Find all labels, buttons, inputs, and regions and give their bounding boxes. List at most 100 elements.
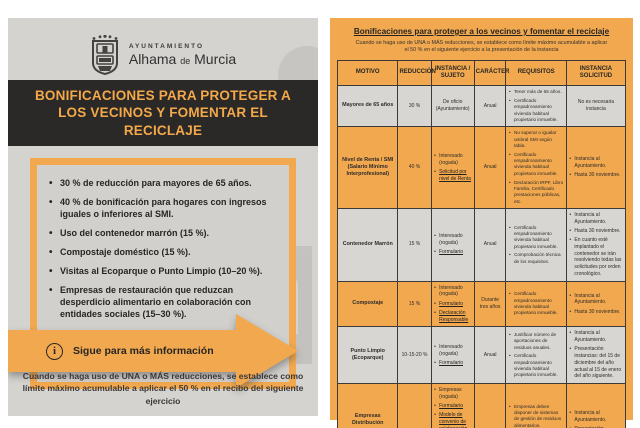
logo-name-main: Alhama [128, 51, 177, 67]
cell-instancia-solicitud: Instancia al Ayuntamiento. Hasta 30 novie… [565, 207, 627, 282]
cell-text-item: Comprobación técnica de los requisitos. [509, 252, 563, 265]
document-link[interactable]: Modelo de convenio de colaboración [439, 412, 467, 428]
arrow-head-icon [236, 314, 298, 388]
cell-text: Instancia al Ayuntamiento. [574, 156, 607, 169]
cell-text-item: Interesado (rogada) [434, 285, 471, 299]
poster-bullet-item: 30 % de reducción para mayores de 65 año… [48, 177, 278, 190]
cell-link-item: Formulario [434, 403, 471, 410]
header-requisitos: REQUISITOS [505, 59, 567, 86]
cell-requisitos-list: Empresas deben disponer de sistemas de g… [509, 404, 563, 428]
header-caracter: CARÁCTER [473, 59, 509, 86]
cell-link-item: Modelo de convenio de colaboración [434, 412, 471, 428]
cell-requisitos: Tener más de 65 años. Certificado empadro… [505, 84, 567, 128]
poster-title: BONIFICACIONES PARA PROTEGER A LOS VECIN… [34, 88, 291, 138]
cell-reduccion: 10-15-20 % [397, 326, 432, 385]
header-reduccion: REDUCCIÓN [397, 59, 436, 86]
cell-requisitos: Empresas deben disponer de sistemas de g… [505, 383, 567, 428]
cell-text: Tener más de 65 años. [513, 88, 562, 94]
cell-text: Interesado (rogada) [439, 152, 463, 166]
cell-text: Comprobación técnica de los requisitos. [513, 252, 561, 264]
cell-reduccion: 15 % / 30 % [397, 383, 432, 428]
document-link[interactable]: Solicitud por nivel de Renta [439, 168, 472, 182]
poster-bullet-item: Empresas de restauración que reduzcan de… [48, 284, 278, 320]
header-motivo: MOTIVO [336, 59, 399, 86]
cell-instancia-sujeto-list: Interesado (rogada) Solicitud por nivel d… [434, 153, 471, 183]
cell-text-item: Presentación instancias: del 15 de dicie… [569, 426, 622, 428]
cell-reduccion: 30 % [397, 84, 432, 128]
cell-text: Empresas deben disponer de sistemas de g… [513, 403, 562, 428]
document-link[interactable]: Formulario [439, 403, 463, 410]
cell-text-item: Interesado (rogada) [434, 344, 471, 358]
logo-name-de: de [180, 56, 191, 66]
cell-instancia-solicitud-list: Instancia al Ayuntamiento. Hasta 30 novie… [569, 293, 622, 316]
bonus-table: MOTIVO REDUCCIÓN INSTANCIA / SUJETO CARÁ… [336, 59, 627, 428]
cell-text-item: Tener más de 65 años. [509, 88, 563, 96]
cell-text-item: Certificado empadronamiento vivienda hab… [509, 291, 563, 316]
cell-text: Instancia al Ayuntamiento. [574, 211, 607, 225]
table-row: Empresas Distribución Alimentaria y Rest… [336, 383, 627, 428]
cell-instancia-sujeto-list: De oficio (Ayuntamiento) [434, 99, 471, 113]
document-link[interactable]: Formulario [439, 249, 463, 256]
cell-instancia-sujeto-list: Empresas (rogada) Formulario Modelo de con… [434, 387, 471, 428]
cell-text-item: Instancia al Ayuntamiento. [569, 212, 622, 226]
cell-text-item: De oficio (Ayuntamiento) [434, 99, 471, 113]
cell-instancia-solicitud: Instancia al Ayuntamiento. Hasta 30 novie… [565, 280, 627, 328]
arrow-band: i Sigue para más información [8, 330, 236, 372]
municipality-logo: AYUNTAMIENTO Alhama de Murcia [8, 18, 318, 80]
follow-arrow: i Sigue para más información [8, 314, 318, 388]
cell-requisitos-list: Justificar número de aportaciones de res… [509, 332, 563, 379]
poster-bullet-list: 30 % de reducción para mayores de 65 año… [48, 177, 278, 321]
poster-bullet-item: Visitas al Ecoparque o Punto Limpio (10–… [48, 265, 278, 278]
cell-caracter: Durante tres años [473, 280, 507, 328]
poster-bullet-item: Compostaje doméstico (15 %). [48, 246, 278, 259]
document-link[interactable]: Declaración Responsable [439, 309, 469, 323]
cell-instancia-solicitud: Instancia al Ayuntamiento. Hasta 30 novie… [565, 126, 627, 209]
document-link[interactable]: Formulario [439, 359, 463, 366]
cell-text: Instancia al Ayuntamiento. [574, 330, 607, 344]
cell-text: Instancia al Ayuntamiento. [574, 409, 607, 423]
cell-caracter: Anual [473, 326, 507, 385]
cell-instancia-solicitud-list: Instancia al Ayuntamiento. Hasta 30 novie… [569, 212, 622, 278]
cell-instancia-sujeto-list: Interesado (rogada) Formulario [434, 344, 471, 367]
cell-motivo: Empresas Distribución Alimentaria y Rest… [336, 383, 399, 428]
cell-text: Certificado empadronamiento vivienda hab… [513, 353, 558, 378]
cell-instancia-sujeto: Interesado (rogada) Formulario Declaración… [430, 280, 475, 328]
cell-instancia-sujeto: Empresas (rogada) Formulario Modelo de con… [430, 383, 475, 428]
cell-text-item: En cuanto esté implantado el contenedor … [569, 237, 622, 278]
cell-text-item: Instancia al Ayuntamiento. [569, 330, 622, 344]
cell-text-item: No superar o igualar umbral SMI según ta… [509, 130, 563, 149]
cell-text: Instancia al Ayuntamiento. [574, 292, 607, 306]
cell-text-item: Hasta 30 noviembre. [569, 228, 622, 235]
cell-instancia-solicitud: Instancia al Ayuntamiento. Presentación i… [565, 326, 627, 385]
cell-text: Empresas (rogada) [439, 387, 462, 400]
info-icon: i [46, 342, 63, 360]
cell-text: Presentación instancias: del 15 de dicie… [574, 426, 621, 428]
cell-instancia-sujeto: De oficio (Ayuntamiento) [430, 84, 475, 128]
cell-text-item: Empresas deben disponer de sistemas de g… [509, 404, 563, 428]
cell-text-item: Empresas (rogada) [434, 387, 471, 401]
cell-text: Certificado empadronamiento vivienda hab… [513, 151, 558, 176]
cell-text: Interesado (rogada) [439, 343, 463, 357]
cell-text: Hasta 30 noviembre. [574, 172, 621, 179]
cell-text-item: Instancia al Ayuntamiento. [569, 410, 622, 424]
cell-caracter: Anual [473, 383, 507, 428]
cell-text-item: Hasta 30 noviembre. [569, 309, 622, 316]
cell-motivo: Compostaje [336, 280, 399, 328]
poster-bullet-item: 40 % de bonificación para hogares con in… [48, 196, 278, 220]
cell-caracter: Anual [473, 207, 507, 282]
cell-caracter: Anual [473, 84, 507, 128]
cell-text-item: Certificado empadronamiento vivienda hab… [509, 152, 563, 177]
cell-reduccion: 15 % [397, 207, 432, 282]
cell-motivo: Contenedor Marrón [336, 207, 399, 282]
table-row: Nivel de Renta / SMI (Salario Mínimo Int… [336, 126, 627, 209]
document-link[interactable]: Formulario [439, 300, 463, 307]
cell-requisitos-list: No superar o igualar umbral SMI según ta… [509, 130, 563, 205]
cell-caracter: Anual [473, 126, 507, 209]
cell-reduccion: 15 % [397, 280, 432, 328]
cell-text-item: Declaración IRPF, Libro Familia, Certifi… [509, 180, 563, 205]
table-row: Mayores de 65 años 30 % De oficio (Ayuntam… [336, 84, 627, 128]
logo-name-tail: Murcia [194, 51, 237, 67]
poster-panel: AYUNTAMIENTO Alhama de Murcia BONIFICACI… [8, 18, 318, 416]
